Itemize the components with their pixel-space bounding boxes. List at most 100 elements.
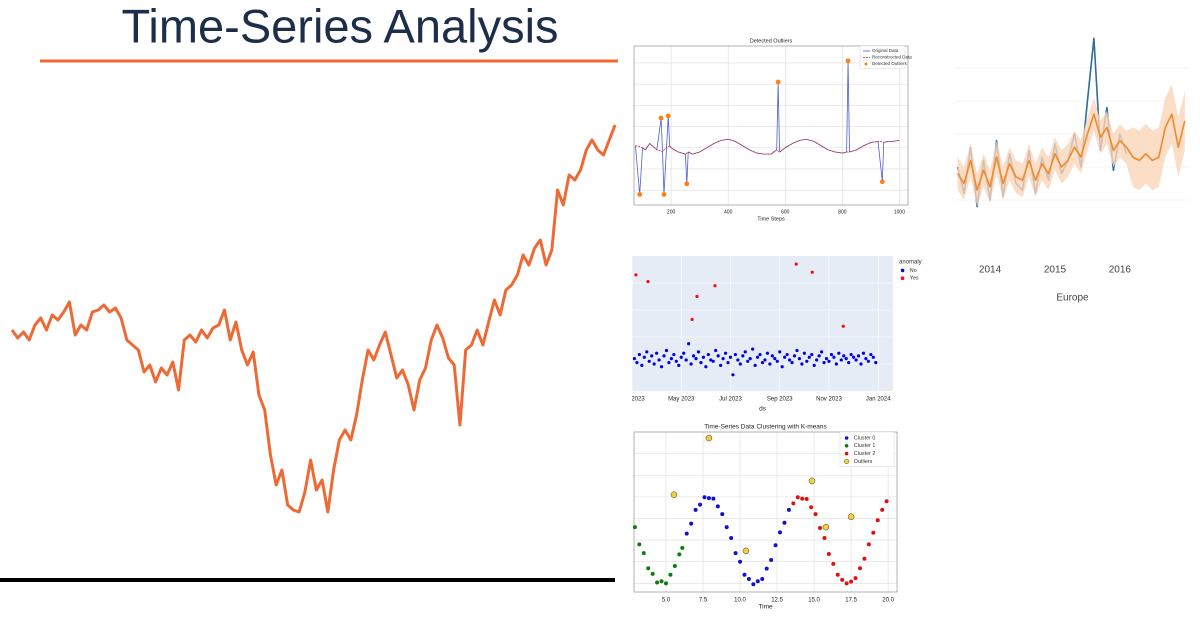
data-point xyxy=(729,535,734,540)
data-point xyxy=(844,581,849,586)
data-point xyxy=(701,355,706,359)
data-point xyxy=(884,499,889,504)
data-point xyxy=(661,192,667,197)
data-point xyxy=(852,355,856,359)
x-tick-label: 1000 xyxy=(894,209,905,215)
x-tick-label: 2015 xyxy=(1044,265,1067,276)
data-point xyxy=(770,354,774,358)
data-point xyxy=(875,518,880,523)
legend-marker xyxy=(844,444,849,448)
legend-label: Cluster 2 xyxy=(854,451,876,457)
data-point xyxy=(817,526,822,530)
data-point xyxy=(711,496,716,501)
data-point xyxy=(790,361,794,365)
data-point xyxy=(786,507,791,512)
x-axis-label: Europe xyxy=(1056,293,1089,304)
data-point xyxy=(834,362,838,366)
data-point xyxy=(635,361,639,365)
data-point xyxy=(690,317,694,322)
x-axis-label: ds xyxy=(759,406,767,413)
chart-title: Time-Series Data Clustering with K-means xyxy=(704,424,827,431)
data-point xyxy=(831,561,836,566)
data-point xyxy=(791,501,796,506)
data-point xyxy=(827,359,831,363)
data-point xyxy=(691,354,696,358)
x-tick-label: 17.5 xyxy=(845,598,857,604)
data-point xyxy=(794,262,798,266)
data-point xyxy=(775,79,781,85)
data-point xyxy=(632,525,637,530)
x-tick-label: 5.0 xyxy=(662,598,671,604)
chart-title: Detected Outliers xyxy=(750,38,793,44)
data-point xyxy=(706,496,711,501)
data-point xyxy=(807,355,811,359)
data-point xyxy=(720,512,725,517)
data-point xyxy=(853,576,858,581)
data-point xyxy=(713,284,717,288)
data-point xyxy=(780,365,784,369)
data-point xyxy=(741,354,745,358)
data-point xyxy=(839,358,843,362)
data-point xyxy=(760,577,765,582)
data-point xyxy=(849,579,854,584)
data-point xyxy=(753,363,757,367)
data-point xyxy=(715,504,720,509)
legend-box xyxy=(859,45,906,69)
data-point xyxy=(658,115,664,121)
data-point xyxy=(845,58,851,64)
data-point xyxy=(810,270,814,274)
data-point xyxy=(672,564,677,569)
data-point xyxy=(652,362,656,366)
data-point xyxy=(817,354,821,358)
data-point xyxy=(637,352,641,357)
data-point xyxy=(847,361,851,365)
data-point xyxy=(677,363,681,367)
data-point xyxy=(797,357,802,361)
data-point xyxy=(748,357,752,361)
data-point xyxy=(847,513,855,521)
data-point xyxy=(800,496,805,501)
data-point xyxy=(869,352,873,357)
data-point xyxy=(819,350,824,354)
data-point xyxy=(702,495,707,500)
data-point xyxy=(826,551,831,556)
data-point xyxy=(854,358,858,362)
data-point xyxy=(763,358,767,362)
data-point xyxy=(680,545,685,550)
x-axis-label: Time xyxy=(758,604,773,611)
x-tick-label: 2014 xyxy=(979,265,1002,276)
data-line xyxy=(956,113,1186,191)
data-point xyxy=(795,348,799,353)
data-point xyxy=(775,359,779,363)
data-point xyxy=(677,552,682,557)
data-point xyxy=(657,358,661,362)
data-point xyxy=(773,543,778,548)
data-point xyxy=(764,566,769,571)
data-point xyxy=(721,357,725,361)
data-point xyxy=(864,357,868,361)
data-point xyxy=(724,525,729,530)
data-point xyxy=(689,362,693,366)
legend-label: Outliers xyxy=(854,459,873,465)
legend-label: Cluster 0 xyxy=(854,435,876,441)
data-point xyxy=(665,113,671,119)
data-point xyxy=(880,507,885,512)
data-point xyxy=(742,572,747,577)
data-point xyxy=(856,354,861,358)
data-point xyxy=(738,362,742,366)
data-point xyxy=(726,361,730,365)
data-line xyxy=(10,124,617,514)
data-point xyxy=(723,351,728,355)
data-point xyxy=(837,351,841,355)
data-point xyxy=(782,520,787,525)
data-point xyxy=(668,572,673,577)
x-tick-label: Mar 2023 xyxy=(619,397,645,403)
x-tick-label: 10.0 xyxy=(734,598,746,604)
legend-marker xyxy=(864,62,868,66)
data-point xyxy=(758,352,762,357)
data-point xyxy=(733,551,738,556)
data-point xyxy=(773,357,777,361)
data-point xyxy=(705,434,713,442)
